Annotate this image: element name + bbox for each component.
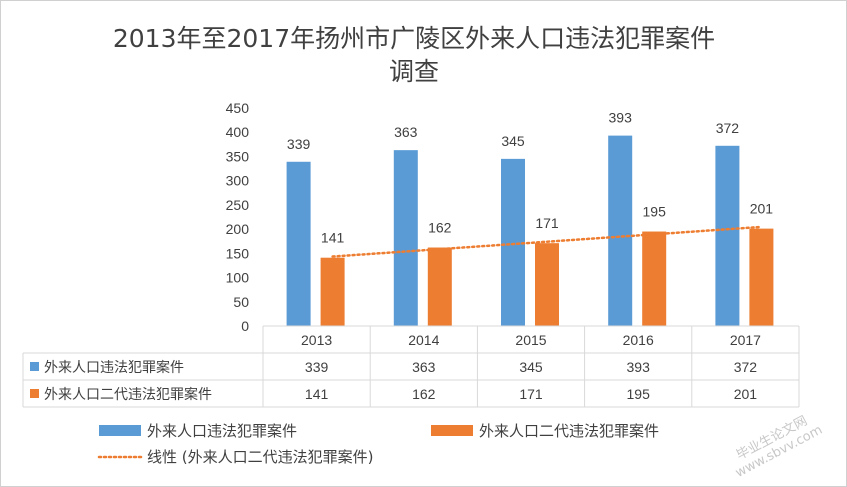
bar-series2 — [749, 228, 774, 326]
bar-series2 — [642, 231, 667, 326]
table-cell: 201 — [734, 386, 758, 402]
trendline-group — [331, 225, 763, 258]
table-cell: 372 — [734, 359, 758, 375]
y-tick-label: 450 — [226, 100, 250, 116]
data-label: 201 — [750, 201, 774, 217]
table-legend-key — [30, 362, 39, 371]
data-label: 171 — [535, 215, 559, 231]
y-tick-label: 300 — [226, 173, 250, 189]
table-cell: 363 — [412, 359, 436, 375]
data-label: 363 — [394, 124, 418, 140]
table-cell: 195 — [627, 386, 651, 402]
table-series-name: 外来人口二代违法犯罪案件 — [44, 386, 212, 403]
table-cell: 345 — [519, 359, 543, 375]
table-series-name: 外来人口违法犯罪案件 — [44, 359, 184, 376]
x-category-label: 2015 — [515, 332, 546, 348]
y-tick-label: 50 — [233, 294, 249, 310]
data-labels-group: 339 363 345 393 372 141 162 171 195 201 — [287, 110, 773, 246]
chart-title-line-2: 调查 — [389, 57, 439, 86]
bar-series2 — [427, 247, 452, 326]
bar-series1 — [715, 145, 740, 326]
y-tick-label: 0 — [241, 318, 249, 334]
data-label: 393 — [609, 110, 633, 126]
data-label: 345 — [501, 133, 525, 149]
legend-label-trendline: 线性 (外来人口二代违法犯罪案件) — [147, 448, 373, 466]
data-label: 141 — [321, 230, 345, 246]
table-legend-key — [30, 389, 39, 398]
data-label: 372 — [716, 120, 740, 136]
table-cell: 171 — [519, 386, 543, 402]
x-category-label: 2017 — [730, 332, 761, 348]
bar-series1 — [608, 135, 633, 326]
y-tick-label: 400 — [226, 124, 250, 140]
table-cell: 141 — [305, 386, 329, 402]
y-tick-label: 250 — [226, 197, 250, 213]
legend-key-series2 — [431, 425, 473, 436]
legend-label-series2: 外来人口二代违法犯罪案件 — [479, 422, 659, 440]
y-tick-label: 200 — [226, 221, 250, 237]
bar-series1 — [501, 158, 525, 326]
y-tick-label: 150 — [226, 245, 250, 261]
y-axis: 0 50 100 150 200 250 300 350 400 450 — [226, 100, 250, 334]
x-category-label: 2013 — [301, 332, 332, 348]
bar-series2 — [535, 243, 559, 326]
bar-series1 — [286, 161, 311, 326]
y-tick-label: 100 — [226, 270, 250, 286]
bars-group — [286, 135, 774, 326]
data-label: 195 — [643, 204, 667, 220]
x-category-label: 2014 — [408, 332, 439, 348]
bar-series1 — [393, 150, 418, 326]
table-cell: 393 — [627, 359, 651, 375]
data-label: 339 — [287, 136, 311, 152]
watermark: 毕业生论文网 www.sbvv.com — [733, 414, 825, 481]
table-cell: 339 — [305, 359, 329, 375]
chart-title-line-1: 2013年至2017年扬州市广陵区外来人口违法犯罪案件 — [113, 24, 715, 53]
legend-key-series1 — [99, 425, 141, 436]
x-category-label: 2016 — [623, 332, 654, 348]
data-table: 2013 2014 2015 2016 2017 外来人口违法犯罪案件 339 363 345 3… — [22, 325, 800, 408]
legend-label-series1: 外来人口违法犯罪案件 — [147, 422, 297, 440]
data-label: 162 — [428, 220, 452, 236]
bar-series2 — [320, 257, 345, 326]
y-tick-label: 350 — [226, 148, 250, 164]
trendline — [331, 225, 763, 258]
table-cell: 162 — [412, 386, 436, 402]
